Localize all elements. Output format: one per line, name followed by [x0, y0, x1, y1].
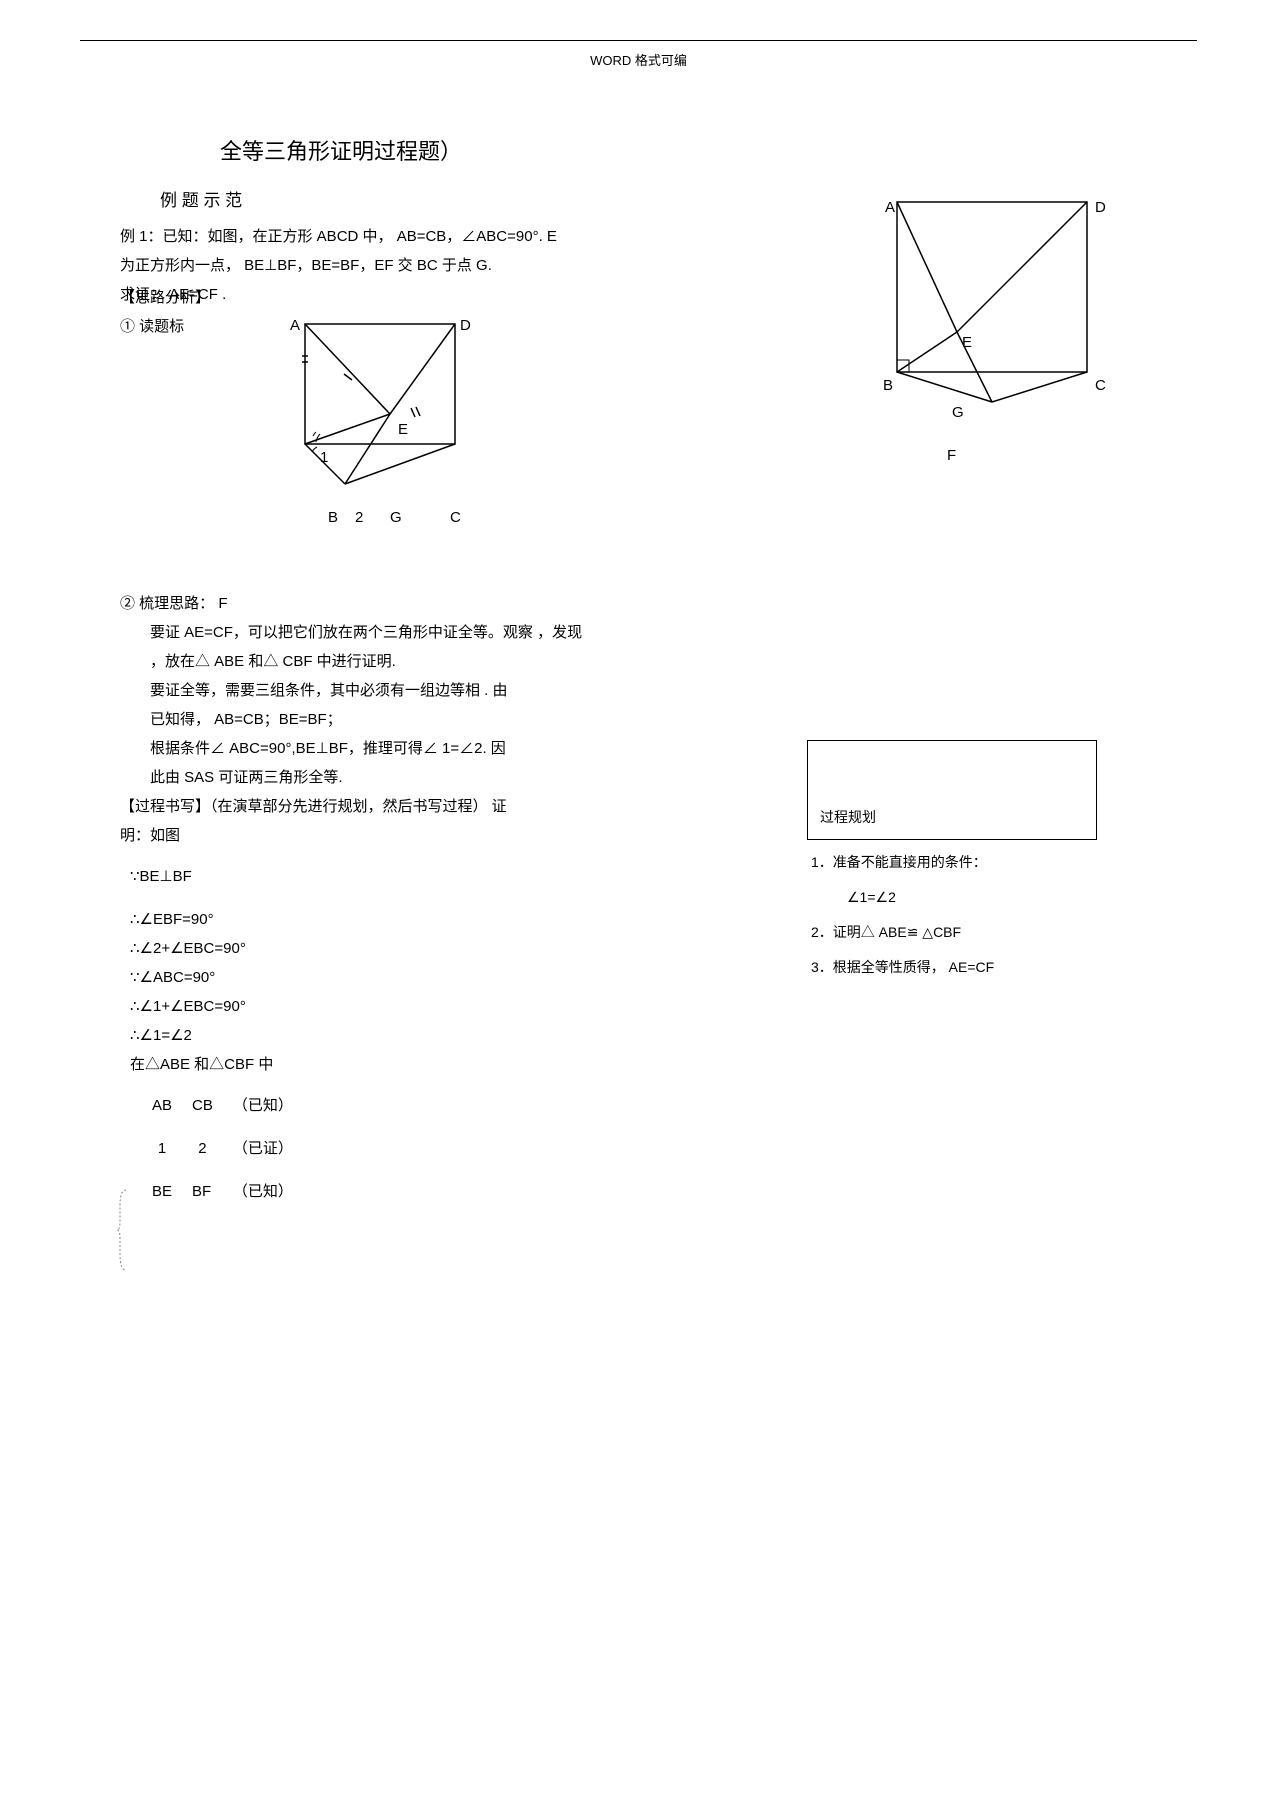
cell-known2: （已知）: [223, 1170, 303, 1213]
fig2-B: B: [883, 377, 893, 394]
cell-cb: CB: [182, 1084, 223, 1127]
ex-l5: ① 读题标: [120, 313, 210, 340]
ex-l6: ② 梳理思路： F: [120, 590, 1157, 617]
table-row: BE BF （已知）: [142, 1170, 303, 1213]
fig1-G: G: [390, 509, 402, 526]
ex-l4: 【思路分析】: [120, 284, 210, 311]
table-row: 1 2 （已证）: [142, 1127, 303, 1170]
fig1-D: D: [460, 317, 471, 334]
table-row: AB CB （已知）: [142, 1084, 303, 1127]
plan-label: 过程规划: [820, 805, 876, 830]
ex-l8: ，放在△ ABE 和△ CBF 中进行证明.: [150, 648, 1157, 675]
p4: ∵∠ABC=90°: [130, 964, 1157, 991]
fig1-C: C: [450, 509, 461, 526]
p3: ∴∠2+∠EBC=90°: [130, 935, 1157, 962]
proof-table: AB CB （已知） 1 2 （已证） BE BF （已知）: [142, 1084, 303, 1213]
fig2-F: F: [947, 447, 956, 464]
fig2-A: A: [885, 199, 895, 216]
cell-proven: （已证）: [223, 1127, 303, 1170]
ex-l7: 要证 AE=CF，可以把它们放在两个三角形中证全等。观察 ，发现: [150, 619, 1157, 646]
top-rule: [80, 40, 1197, 41]
figure-right: A D B C E G F: [867, 192, 1127, 482]
fig2-E: E: [962, 334, 972, 351]
cell-1: 1: [142, 1127, 182, 1170]
fig1-two: 2: [355, 509, 363, 526]
content: 全等三角形证明过程题） 例 题 示 范 A D B C E G F 例 1：已知…: [80, 132, 1197, 1212]
fig1-E: E: [398, 421, 408, 438]
proof-block: ∵BE⊥BF ∴∠EBF=90° ∴∠2+∠EBC=90° ∵∠ABC=90° …: [120, 863, 1157, 1213]
ex-l9: 要证全等，需要三组条件，其中必须有一组边等相 . 由: [150, 677, 1157, 704]
cell-2: 2: [182, 1127, 223, 1170]
header-label: WORD 格式可编: [80, 49, 1197, 72]
dotted-brace: [116, 1188, 130, 1272]
ex-l10: 已知得， AB=CB；BE=BF；: [150, 706, 1157, 733]
p2: ∴∠EBF=90°: [130, 906, 1157, 933]
figure-2-svg: A D B C E G F: [867, 192, 1127, 482]
p6: ∴∠1=∠2: [130, 1022, 1157, 1049]
p5: ∴∠1+∠EBC=90°: [130, 993, 1157, 1020]
lower-block: 过程规划 1．准备不能直接用的条件： ∠1=∠2 2．证明△ ABE≌ △CBF…: [120, 590, 1157, 1213]
cell-be: BE: [142, 1170, 182, 1213]
cell-bf: BF: [182, 1170, 223, 1213]
fig2-D: D: [1095, 199, 1106, 216]
fig2-C: C: [1095, 377, 1106, 394]
cell-ab: AB: [142, 1084, 182, 1127]
fig2-G: G: [952, 404, 964, 421]
p1: ∵BE⊥BF: [130, 863, 1157, 890]
cell-known1: （已知）: [223, 1084, 303, 1127]
fig1-B: B: [328, 509, 338, 526]
fig1-one: 1: [320, 449, 328, 466]
figure-1-svg: A D E 1 B 2 G C: [260, 314, 520, 554]
p7: 在△ABE 和△CBF 中: [130, 1051, 1157, 1078]
fig1-A: A: [290, 317, 300, 334]
doc-title: 全等三角形证明过程题）: [220, 132, 1157, 172]
plan-box: 过程规划: [807, 740, 1097, 840]
